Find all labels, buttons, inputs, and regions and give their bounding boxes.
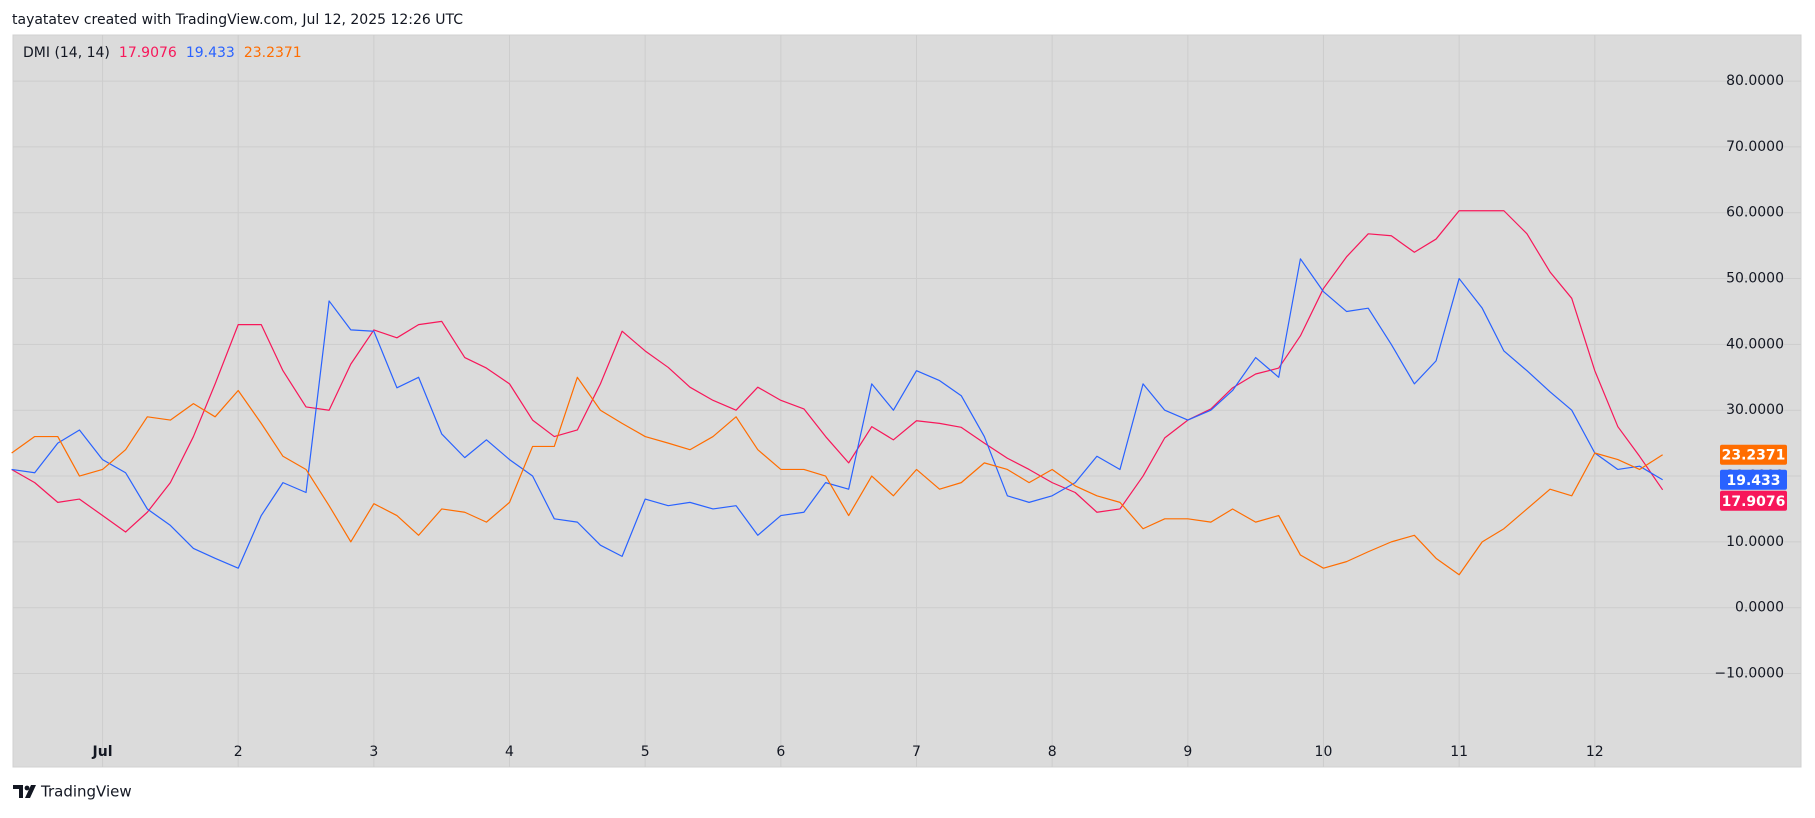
last-value-badges: 17.9076 19.433 23.2371 — [1720, 444, 1787, 511]
x-tick-label: 9 — [1183, 744, 1192, 760]
last-value-label: 23.2371 — [1722, 448, 1786, 464]
y-tick-label: 0.0000 — [1735, 600, 1784, 616]
last-value-label: 19.433 — [1726, 473, 1780, 489]
x-tick-label: 8 — [1048, 744, 1057, 760]
y-tick-label: 80.0000 — [1726, 73, 1784, 89]
logo-icon — [13, 785, 36, 798]
legend: DMI (14, 14) 17.9076 19.433 23.2371 — [23, 45, 302, 61]
legend-value: 17.9076 — [119, 45, 177, 61]
y-tick-label: 50.0000 — [1726, 271, 1784, 287]
y-tick-label: 70.0000 — [1726, 139, 1784, 155]
y-tick-label: 10.0000 — [1726, 534, 1784, 550]
dmi-line — [11, 258, 1663, 569]
x-tick-label: 6 — [776, 744, 785, 760]
footer-brand: TradingView — [40, 783, 132, 801]
last-value-badge — [1720, 444, 1787, 465]
x-tick-label: Jul — [92, 744, 113, 760]
indicator-name: DMI (14, 14) — [23, 45, 110, 61]
x-tick-label: 7 — [912, 744, 921, 760]
legend-value: 23.2371 — [244, 45, 302, 61]
x-tick-label: 2 — [234, 744, 243, 760]
dmi-line — [11, 210, 1664, 533]
legend-value: 19.433 — [186, 45, 235, 61]
x-tick-label: 12 — [1586, 744, 1604, 760]
dmi-line — [11, 376, 1663, 576]
y-tick-label: 30.0000 — [1726, 402, 1784, 418]
plot — [11, 210, 1664, 576]
chart-pane — [12, 34, 1802, 768]
logo-dot — [24, 785, 30, 791]
x-tick-label: 5 — [641, 744, 650, 760]
y-tick-label: −10.0000 — [1714, 666, 1784, 682]
x-tick-label: 11 — [1450, 744, 1468, 760]
header-text: tayatatev created with TradingView.com, … — [12, 12, 463, 28]
y-tick-label: 60.0000 — [1726, 205, 1784, 221]
last-value-label: 17.9076 — [1722, 494, 1786, 510]
y-tick-label: 40.0000 — [1726, 336, 1784, 352]
last-value-badge — [1720, 490, 1787, 511]
x-tick-label: 3 — [369, 744, 378, 760]
x-tick-label: 4 — [505, 744, 514, 760]
grid — [13, 35, 1801, 767]
tradingview-logo: TradingView — [13, 783, 132, 801]
x-tick-label: 10 — [1315, 744, 1333, 760]
last-value-badge — [1720, 469, 1787, 490]
